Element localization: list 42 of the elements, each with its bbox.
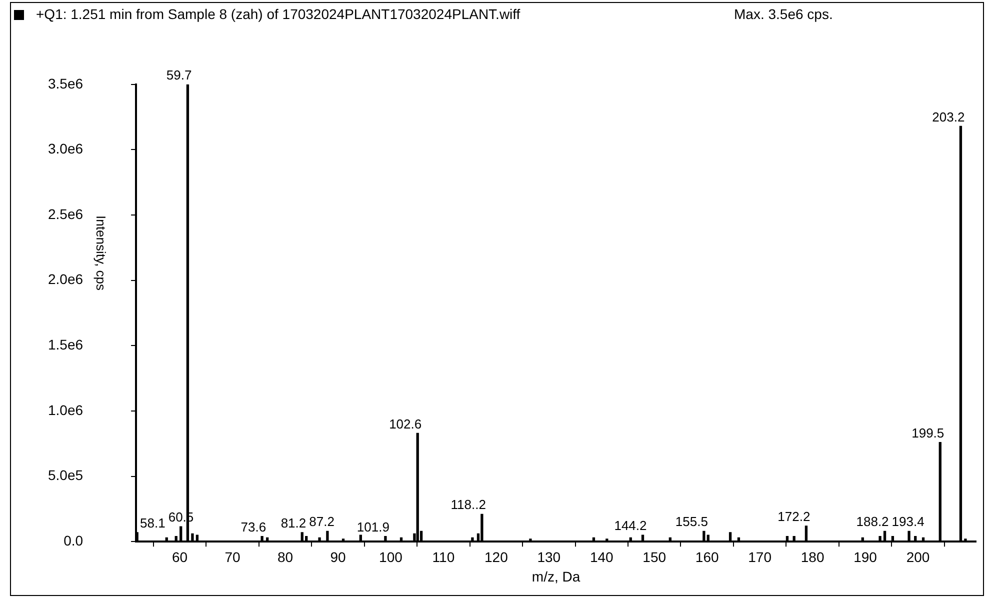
x-tick-label: 200: [906, 548, 930, 565]
annotation: 188.2: [856, 514, 889, 530]
annotation: 199.5: [912, 425, 944, 440]
x-tick-label: 80: [277, 548, 294, 565]
annotation: 144.2: [614, 518, 647, 534]
y-tick-label: 3.5e6: [48, 75, 84, 92]
x-tick-label: 130: [537, 548, 561, 565]
annotation: 73.6: [240, 519, 266, 534]
annotation: 87.2: [309, 514, 334, 530]
y-tick-label: 1.0e6: [48, 402, 84, 418]
y-tick-label: 2.5e6: [48, 206, 84, 222]
annotation: 102.6: [389, 416, 422, 432]
y-tick-label: 3.0e6: [48, 140, 84, 157]
y-tick-label: 1.5e6: [48, 336, 84, 353]
annotation: 118..2: [450, 497, 486, 512]
annotation: 203.2: [932, 109, 965, 124]
annotation: 81.2: [280, 516, 306, 531]
annotation: 193.4: [892, 514, 924, 530]
x-tick-label: 90: [330, 548, 346, 565]
chart-title: +Q1: 1.251 min from Sample 8 (zah) of 17032024PLANT17032024PLANT.wiff: [36, 6, 520, 22]
annotation: 172.2: [778, 509, 810, 524]
x-tick-label: 160: [695, 548, 719, 565]
annotation: 59.7: [166, 67, 192, 82]
x-tick-label: 180: [800, 548, 824, 565]
x-tick-label: 150: [642, 548, 666, 565]
y-tick-label: 2.0e6: [48, 271, 84, 288]
y-tick-label: 0.0: [64, 532, 84, 548]
x-tick-label: 190: [854, 548, 878, 565]
x-tick-label: 170: [748, 548, 772, 565]
x-tick-label: 120: [484, 548, 508, 565]
chart-subtitle: Max. 3.5e6 cps.: [734, 6, 833, 22]
x-axis-title: m/z, Da: [532, 568, 580, 585]
y-tick-label: 5.0e5: [48, 467, 84, 484]
x-tick-label: 110: [432, 548, 455, 565]
x-tick-label: 60: [172, 548, 188, 565]
x-tick-label: 100: [379, 548, 403, 565]
x-tick-label: 140: [590, 548, 614, 565]
annotation: 155.5: [675, 514, 708, 530]
x-tick-label: 70: [224, 548, 241, 565]
y-axis-title: Intensity, cps: [93, 216, 108, 291]
annotation: 101.9: [356, 519, 390, 534]
annotation: 58.1: [140, 516, 166, 531]
